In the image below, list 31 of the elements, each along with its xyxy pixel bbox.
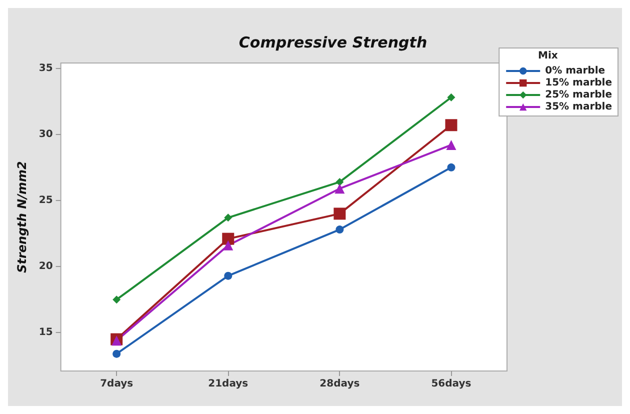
point xyxy=(222,232,234,245)
legend-label: 35% marble xyxy=(545,102,612,112)
legend-title: Mix xyxy=(538,50,558,62)
y-tick-label: 35 xyxy=(38,62,53,74)
y-tick-label: 30 xyxy=(38,128,53,140)
point xyxy=(447,93,456,102)
x-tick-label: 7days xyxy=(100,378,134,390)
point xyxy=(334,184,345,194)
y-tick-label: 20 xyxy=(38,261,53,272)
point xyxy=(334,208,346,220)
x-tick-label: 21days xyxy=(208,378,248,390)
point xyxy=(223,240,234,250)
x-tick-label: 56days xyxy=(431,378,472,390)
point xyxy=(112,296,121,304)
point xyxy=(445,119,458,132)
point xyxy=(112,336,122,346)
point xyxy=(446,140,456,150)
legend-label: 0% marble xyxy=(545,66,606,76)
y-tick-label: 15 xyxy=(38,327,53,338)
point xyxy=(224,272,232,280)
point xyxy=(224,214,232,222)
chart-title: Compressive Strength xyxy=(238,34,428,52)
legend-label: 25% marble xyxy=(545,90,612,100)
y-axis-title: Strength N/mm2 xyxy=(15,161,29,273)
y-tick-label: 25 xyxy=(38,194,53,206)
x-tick-label: 28days xyxy=(320,378,360,390)
point xyxy=(112,350,121,358)
point xyxy=(336,226,344,234)
legend-label: 15% marble xyxy=(545,78,612,88)
point xyxy=(447,163,456,172)
point xyxy=(336,178,344,186)
